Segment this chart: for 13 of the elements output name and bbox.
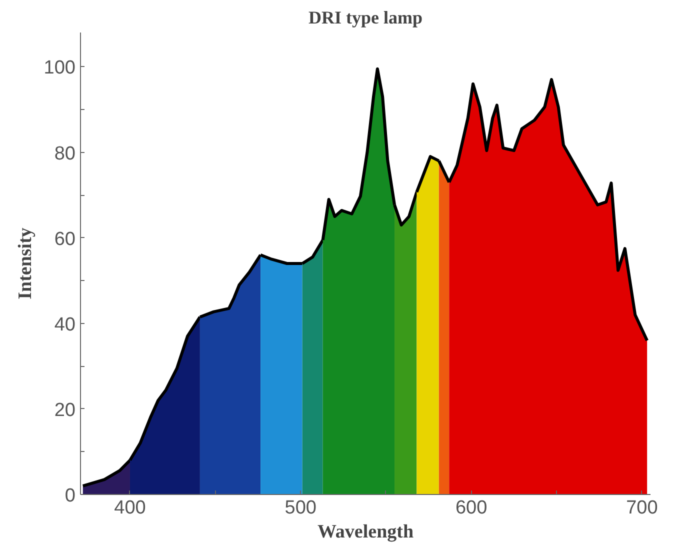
x-tick-label: 500 xyxy=(284,498,316,518)
y-tick-label: 80 xyxy=(54,143,76,164)
y-tick-label: 100 xyxy=(44,58,76,79)
y-tick-label: 20 xyxy=(54,400,76,421)
y-tick-label: 40 xyxy=(54,314,76,336)
y-axis-title: Intensity xyxy=(14,227,36,300)
x-tick-label: 700 xyxy=(626,498,658,518)
y-tick-label: 0 xyxy=(64,486,76,506)
chart-title: DRI type lamp xyxy=(308,8,423,28)
y-tick-label: 60 xyxy=(54,228,76,250)
x-tick-label: 400 xyxy=(114,498,146,518)
x-tick-label: 600 xyxy=(455,498,488,518)
x-axis-title: Wavelength xyxy=(317,522,414,542)
